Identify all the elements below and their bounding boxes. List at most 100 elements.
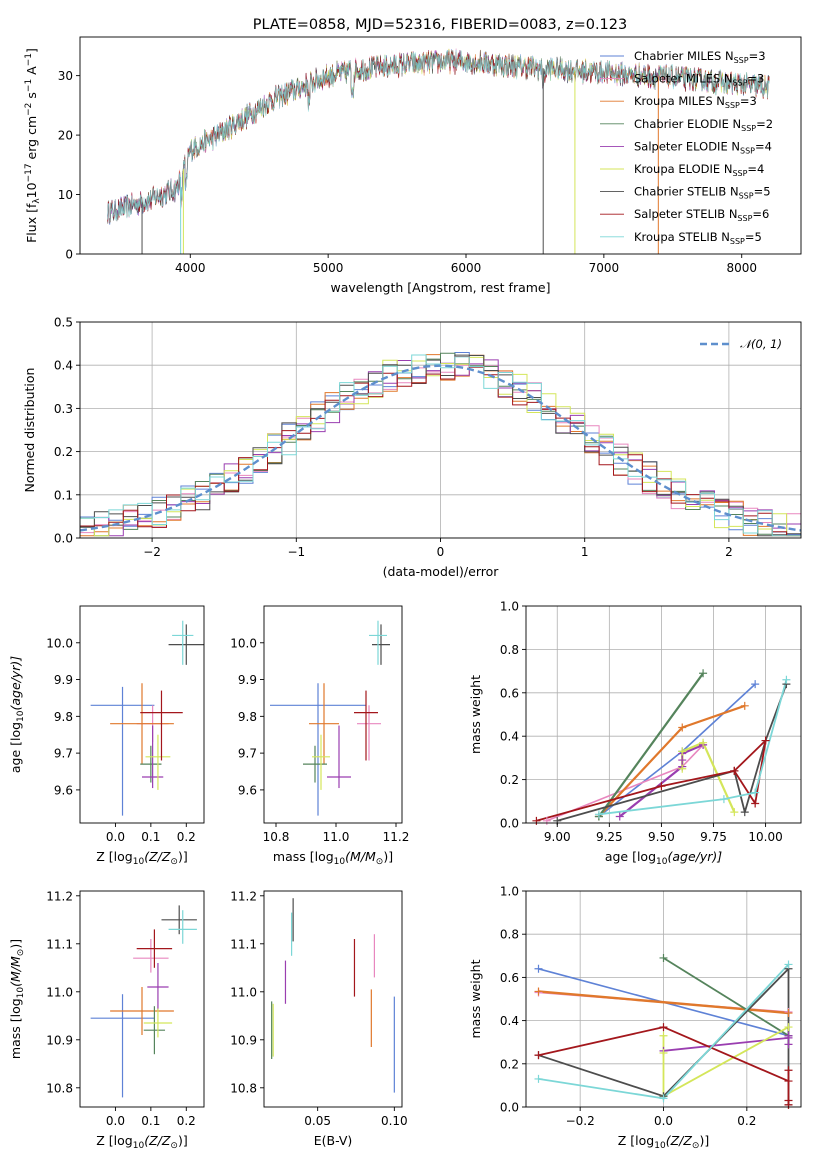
x-tick-label: 9.25 xyxy=(596,830,623,844)
legend-entry: Salpeter MILES NSSP=3 xyxy=(634,72,764,88)
y-axis-label: age [log10(age/yr)] xyxy=(8,656,26,773)
y-tick-label: 0.4 xyxy=(500,730,519,744)
y-axis-label: Normed distribution xyxy=(22,368,37,493)
x-tick-label: 0 xyxy=(437,545,445,559)
weight-line-chabrier_elodie xyxy=(663,957,789,1037)
y-tick-label: 0.2 xyxy=(500,773,519,787)
x-tick-label: 11.0 xyxy=(323,830,350,844)
histogram-kroupa_stelib xyxy=(80,354,801,537)
y-tick-label: 10.9 xyxy=(46,1033,73,1047)
residuals-plot-area xyxy=(80,322,801,538)
x-axis-label: Z [log10(Z/Z⊙)] xyxy=(96,849,187,867)
y-tick-label: 0.0 xyxy=(500,817,519,831)
y-tick-label: 10.8 xyxy=(46,1081,73,1095)
x-tick-label: 5000 xyxy=(313,261,344,275)
weight-marker-kroupa_stelib xyxy=(719,795,728,804)
y-tick-label: 11.2 xyxy=(46,889,73,903)
axes-frame xyxy=(79,605,205,824)
y-tick-label: 0.6 xyxy=(500,686,519,700)
weight-marker-kroupa_stelib xyxy=(782,675,791,684)
y-tick-label: 10.0 xyxy=(230,636,257,650)
x-tick-label: 7000 xyxy=(589,261,620,275)
y-tick-label: 10 xyxy=(58,188,73,202)
mass_vs_Z-plot-area xyxy=(90,905,197,1098)
weight-marker-kroupa_elodie xyxy=(699,738,708,747)
y-tick-label: 0.0 xyxy=(54,532,73,546)
weight-marker-kroupa_stelib xyxy=(659,1094,668,1103)
normal-curve xyxy=(80,364,801,532)
axes-frame xyxy=(525,605,802,824)
weight-marker-salpeter_elodie xyxy=(615,812,624,821)
age-vs-mass-panel: 10.8 11.0 11.2 9.6 9.7 9.8 9.9 10.0 mass [log10(… xyxy=(230,605,409,867)
weight-marker-chabrier_elodie xyxy=(699,669,708,678)
y-tick-label: 0.3 xyxy=(54,402,73,416)
legend-entry: Kroupa ELODIE NSSP=4 xyxy=(634,162,764,178)
weight-marker-chabrier_miles xyxy=(751,680,760,689)
x-axis-label: age [log10(age/yr)] xyxy=(605,849,722,867)
weight-marker-kroupa_elodie xyxy=(678,747,687,756)
weight-marker-chabrier_elodie xyxy=(659,953,668,962)
y-axis-label: Flux [fλ10−17 erg cm−2 s−1 A−1] xyxy=(24,48,42,243)
y-tick-label: 11.2 xyxy=(230,889,257,903)
y-tick-label: 0.0 xyxy=(500,1101,519,1115)
y-tick-label: 10.9 xyxy=(230,1033,257,1047)
legend-entry: Chabrier MILES NSSP=3 xyxy=(634,49,766,65)
weight-line-kroupa_elodie xyxy=(662,1026,789,1098)
legend-entry: Chabrier ELODIE NSSP=2 xyxy=(634,117,773,133)
spectrum-legend: Chabrier MILES NSSP=3 Salpeter MILES NSSP… xyxy=(600,49,773,246)
weight-marker-kroupa_miles xyxy=(784,1009,793,1018)
x-tick-label: 4000 xyxy=(175,261,206,275)
mass-weight-vs-age-panel: 9.00 9.25 9.50 9.75 10.00 0.0 0.2 0.4 0.6 0.8 1.0 a… xyxy=(468,600,802,867)
weight-line-kroupa_stelib xyxy=(598,679,788,816)
y-tick-label: 9.6 xyxy=(54,783,73,797)
weight-marker-kroupa_miles xyxy=(740,701,749,710)
x-axis-label: Z [log10(Z/Z⊙)] xyxy=(96,1133,187,1151)
weight-marker-salpeter_stelib xyxy=(784,1077,793,1086)
histogram-salpeter_stelib xyxy=(80,356,801,537)
spectrum-line-kroupa_stelib xyxy=(107,49,770,224)
y-axis-label: mass weight xyxy=(468,959,483,1038)
y-tick-label: 10.8 xyxy=(230,1081,257,1095)
weight-marker-salpeter_stelib xyxy=(784,1100,793,1109)
weight-line-chabrier_elodie xyxy=(598,672,704,818)
weight-marker-chabrier_miles xyxy=(534,964,543,973)
weight-marker-salpeter_stelib xyxy=(534,1051,543,1060)
legend-entry: 𝒩(0, 1) xyxy=(740,337,782,351)
x-tick-label: 10.8 xyxy=(263,830,290,844)
y-tick-label: 11.0 xyxy=(46,985,73,999)
x-axis-label: Z [log10(Z/Z⊙)] xyxy=(618,1133,709,1151)
mass_vs_ebv-plot-area xyxy=(271,898,395,1093)
y-tick-label: 1.0 xyxy=(500,600,519,614)
weight-marker-kroupa_elodie xyxy=(659,1049,668,1057)
x-tick-label: 0.2 xyxy=(177,1114,196,1128)
y-tick-label: 0.8 xyxy=(500,928,519,942)
axes-frame xyxy=(79,890,205,1108)
x-tick-label: 0.10 xyxy=(381,1114,408,1128)
residuals-panel: −2 −1 0 1 2 0.0 0.1 0.2 0.3 0.4 0.5 (data-model)/er… xyxy=(22,316,802,579)
x-axis-label: mass [log10(M/M⊙)] xyxy=(273,849,393,867)
x-tick-label: 0.1 xyxy=(141,1114,160,1128)
weight-marker-chabrier_stelib xyxy=(740,808,749,817)
weight-marker-kroupa_elodie xyxy=(678,764,687,773)
y-axis-label: mass [log10(M/M⊙)] xyxy=(8,939,26,1059)
y-tick-label: 9.9 xyxy=(238,673,257,687)
weight-marker-salpeter_miles xyxy=(542,816,551,825)
weight-marker-kroupa_miles xyxy=(678,723,687,732)
weight-marker-salpeter_elodie xyxy=(784,1040,793,1049)
y-tick-label: 11.0 xyxy=(230,985,257,999)
y-tick-label: 0.6 xyxy=(500,971,519,985)
y-tick-label: 9.9 xyxy=(54,673,73,687)
x-tick-label: 10.00 xyxy=(748,830,782,844)
x-tick-label: 0.0 xyxy=(106,1114,125,1128)
x-tick-label: 2 xyxy=(725,545,733,559)
spectrum-plot-area xyxy=(107,48,770,254)
weight-marker-salpeter_stelib xyxy=(730,766,739,775)
y-tick-label: 0.4 xyxy=(500,1014,519,1028)
weight-marker-kroupa_stelib xyxy=(594,810,603,819)
weight-marker-salpeter_stelib xyxy=(784,1066,793,1075)
legend-entry: Kroupa MILES NSSP=3 xyxy=(634,94,757,110)
weight-marker-salpeter_stelib xyxy=(761,736,770,745)
weight-marker-kroupa_elodie xyxy=(730,808,739,817)
weight-marker-kroupa_elodie xyxy=(659,1031,668,1040)
age-vs-metallicity-panel: 0.0 0.1 0.2 9.6 9.7 9.8 9.9 10.0 Z [log10(Z/Z⊙)]… xyxy=(8,605,205,867)
